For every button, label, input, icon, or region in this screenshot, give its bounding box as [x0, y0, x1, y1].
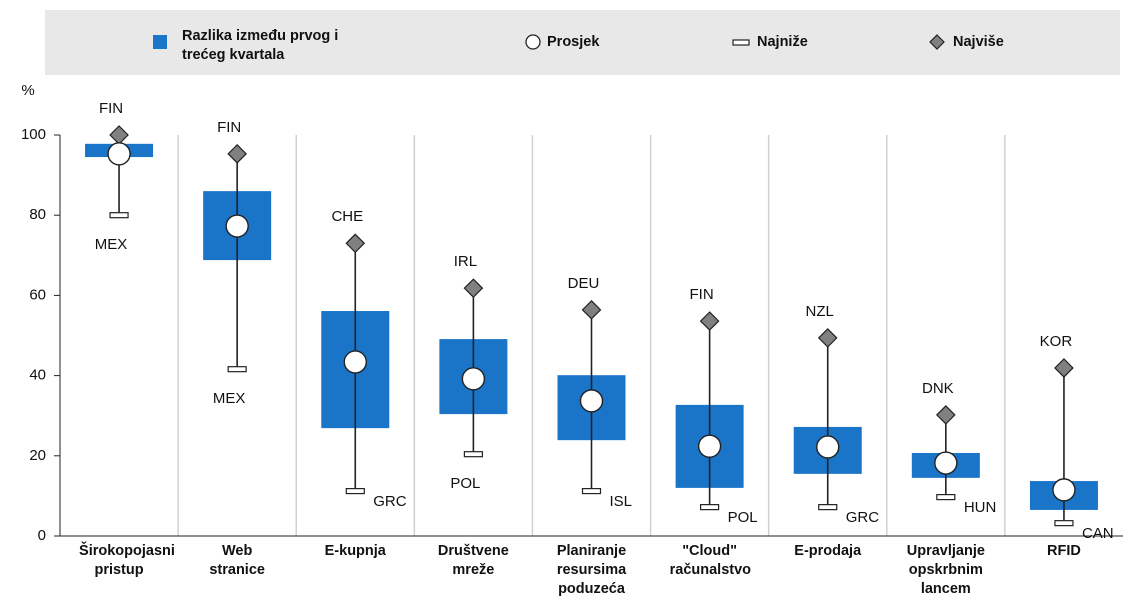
min-label: MEX [213, 390, 246, 407]
min-marker [227, 366, 247, 373]
mean-marker [697, 434, 722, 458]
max-marker [109, 125, 129, 145]
max-marker [1054, 358, 1074, 378]
min-label: MEX [95, 236, 128, 253]
mean-marker [343, 350, 367, 374]
max-marker [463, 278, 484, 299]
min-marker [700, 504, 720, 511]
max-marker [345, 233, 366, 254]
mean-marker [225, 214, 249, 238]
x-tick-label: Web stranice [209, 543, 265, 578]
legend-symbol [732, 39, 750, 46]
x-tick-label: "Cloud" računalstvo [669, 543, 752, 578]
max-marker [935, 405, 956, 425]
mean-marker [107, 142, 131, 166]
mean-marker [816, 435, 840, 459]
legend-label: Najniže [757, 34, 808, 50]
x-tick-label: E-kupnja [324, 543, 386, 559]
x-tick-label: Upravljanje opskrbnim lancem [906, 543, 985, 597]
max-label: DNK [922, 380, 954, 397]
max-marker [699, 311, 720, 331]
legend-symbol [525, 34, 541, 50]
min-label: POL [450, 475, 480, 492]
max-label: FIN [217, 119, 241, 136]
max-label: FIN [99, 100, 123, 117]
legend-label: Prosjek [547, 34, 600, 50]
min-label: GRC [846, 509, 880, 526]
min-marker [463, 451, 483, 458]
y-tick-label: 40 [29, 367, 46, 384]
x-tick-label: Društvene mreže [437, 543, 509, 578]
mean-marker [579, 389, 604, 413]
max-label: DEU [568, 275, 600, 292]
y-tick-label: 80 [29, 206, 46, 223]
y-tick-label: 0 [38, 527, 46, 544]
max-label: FIN [690, 286, 714, 303]
legend-label: Najviše [953, 34, 1004, 50]
max-label: IRL [454, 253, 477, 270]
legend-symbol [929, 34, 945, 50]
x-tick-label: Planiranje resursima poduzeća [556, 543, 627, 597]
min-label: HUN [964, 499, 997, 516]
mean-marker [461, 367, 486, 391]
legend-label: Razlika između prvog i trećeg kvartala [182, 28, 339, 63]
y-axis-label: % [21, 82, 34, 99]
min-label: POL [728, 509, 758, 526]
mean-marker [934, 451, 958, 475]
min-label: GRC [373, 493, 407, 510]
max-marker [581, 299, 602, 320]
mean-marker [1052, 478, 1076, 502]
y-tick-label: 20 [29, 447, 46, 464]
y-tick-label: 60 [29, 286, 46, 303]
x-tick-label: RFID [1047, 543, 1081, 559]
y-tick-label: 100 [21, 126, 46, 143]
min-marker [818, 504, 838, 511]
max-marker [227, 143, 248, 164]
x-tick-label: Širokopojasni pristup [79, 543, 175, 578]
min-label: CAN [1082, 525, 1114, 542]
legend-swatch [153, 35, 167, 49]
min-marker [936, 494, 956, 501]
min-marker [345, 487, 365, 495]
max-label: KOR [1040, 333, 1073, 350]
min-marker [109, 212, 129, 219]
max-marker [817, 328, 838, 348]
x-tick-label: E-prodaja [794, 543, 862, 559]
max-label: CHE [331, 208, 363, 225]
min-marker [581, 487, 602, 495]
min-marker [1054, 520, 1074, 527]
min-label: ISL [610, 493, 633, 510]
max-label: NZL [806, 303, 834, 320]
